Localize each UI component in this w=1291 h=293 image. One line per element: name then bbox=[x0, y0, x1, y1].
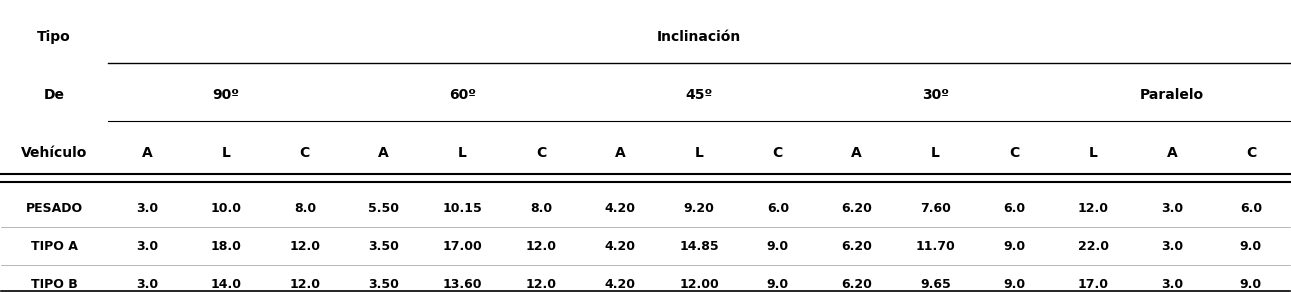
Text: 3.0: 3.0 bbox=[136, 278, 159, 291]
Text: 5.50: 5.50 bbox=[368, 202, 399, 215]
Text: 4.20: 4.20 bbox=[604, 278, 635, 291]
Text: C: C bbox=[1010, 146, 1020, 160]
Text: L: L bbox=[931, 146, 940, 160]
Text: C: C bbox=[1246, 146, 1256, 160]
Text: L: L bbox=[695, 146, 704, 160]
Text: 90º: 90º bbox=[213, 88, 240, 102]
Text: C: C bbox=[300, 146, 310, 160]
Text: 9.0: 9.0 bbox=[1239, 278, 1261, 291]
Text: C: C bbox=[536, 146, 546, 160]
Text: 9.65: 9.65 bbox=[920, 278, 951, 291]
Text: 3.50: 3.50 bbox=[368, 278, 399, 291]
Text: 8.0: 8.0 bbox=[531, 202, 553, 215]
Text: 10.15: 10.15 bbox=[443, 202, 483, 215]
Text: 9.20: 9.20 bbox=[683, 202, 714, 215]
Text: 7.60: 7.60 bbox=[920, 202, 951, 215]
Text: 12.0: 12.0 bbox=[525, 240, 556, 253]
Text: 12.00: 12.00 bbox=[679, 278, 719, 291]
Text: PESADO: PESADO bbox=[26, 202, 83, 215]
Text: Vehículo: Vehículo bbox=[21, 146, 88, 160]
Text: A: A bbox=[1167, 146, 1177, 160]
Text: 4.20: 4.20 bbox=[604, 202, 635, 215]
Text: 6.0: 6.0 bbox=[1239, 202, 1261, 215]
Text: TIPO B: TIPO B bbox=[31, 278, 77, 291]
Text: A: A bbox=[615, 146, 626, 160]
Text: 4.20: 4.20 bbox=[604, 240, 635, 253]
Text: 12.0: 12.0 bbox=[289, 240, 320, 253]
Text: A: A bbox=[378, 146, 389, 160]
Text: 8.0: 8.0 bbox=[294, 202, 316, 215]
Text: 14.85: 14.85 bbox=[679, 240, 719, 253]
Text: 3.0: 3.0 bbox=[136, 240, 159, 253]
Text: C: C bbox=[773, 146, 782, 160]
Text: 9.0: 9.0 bbox=[1003, 278, 1025, 291]
Text: L: L bbox=[458, 146, 467, 160]
Text: 3.0: 3.0 bbox=[1161, 240, 1183, 253]
Text: 11.70: 11.70 bbox=[915, 240, 955, 253]
Text: 3.0: 3.0 bbox=[1161, 278, 1183, 291]
Text: 6.20: 6.20 bbox=[842, 202, 873, 215]
Text: Tipo: Tipo bbox=[37, 30, 71, 44]
Text: 6.20: 6.20 bbox=[842, 278, 873, 291]
Text: 6.0: 6.0 bbox=[1003, 202, 1025, 215]
Text: 60º: 60º bbox=[449, 88, 476, 102]
Text: De: De bbox=[44, 88, 65, 102]
Text: 9.0: 9.0 bbox=[767, 278, 789, 291]
Text: 17.0: 17.0 bbox=[1078, 278, 1109, 291]
Text: 6.0: 6.0 bbox=[767, 202, 789, 215]
Text: 9.0: 9.0 bbox=[1239, 240, 1261, 253]
Text: 3.0: 3.0 bbox=[1161, 202, 1183, 215]
Text: 9.0: 9.0 bbox=[1003, 240, 1025, 253]
Text: 12.0: 12.0 bbox=[1078, 202, 1109, 215]
Text: 18.0: 18.0 bbox=[210, 240, 241, 253]
Text: 6.20: 6.20 bbox=[842, 240, 873, 253]
Text: 3.0: 3.0 bbox=[136, 202, 159, 215]
Text: A: A bbox=[851, 146, 862, 160]
Text: 17.00: 17.00 bbox=[443, 240, 483, 253]
Text: 45º: 45º bbox=[686, 88, 713, 102]
Text: TIPO A: TIPO A bbox=[31, 240, 77, 253]
Text: 12.0: 12.0 bbox=[525, 278, 556, 291]
Text: 10.0: 10.0 bbox=[210, 202, 241, 215]
Text: 9.0: 9.0 bbox=[767, 240, 789, 253]
Text: Inclinación: Inclinación bbox=[657, 30, 741, 44]
Text: A: A bbox=[142, 146, 152, 160]
Text: 30º: 30º bbox=[922, 88, 949, 102]
Text: 13.60: 13.60 bbox=[443, 278, 483, 291]
Text: 22.0: 22.0 bbox=[1078, 240, 1109, 253]
Text: 3.50: 3.50 bbox=[368, 240, 399, 253]
Text: 14.0: 14.0 bbox=[210, 278, 241, 291]
Text: L: L bbox=[222, 146, 230, 160]
Text: Paralelo: Paralelo bbox=[1140, 88, 1205, 102]
Text: L: L bbox=[1088, 146, 1097, 160]
Text: 12.0: 12.0 bbox=[289, 278, 320, 291]
